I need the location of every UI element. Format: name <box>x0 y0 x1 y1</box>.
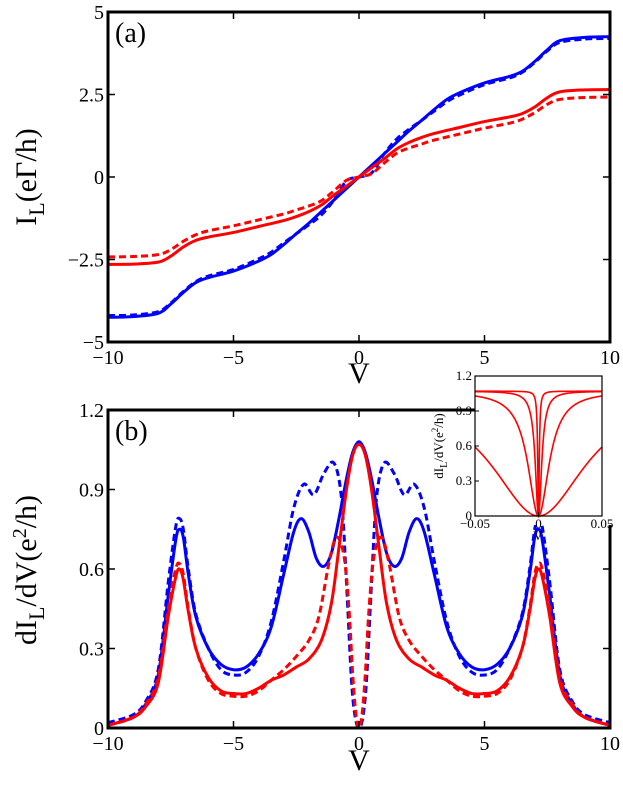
panel-a-ylabel-rest: (eΓ/h) <box>10 128 43 202</box>
inset-xlabel: V <box>533 528 543 543</box>
inset-ytick-label: 0 <box>466 508 473 523</box>
panel-b-ytick-label: 0.6 <box>79 559 104 581</box>
panel-a-ylabel: IL(eΓ/h) <box>10 128 49 225</box>
inset-ytick-label: 0.9 <box>456 403 472 418</box>
panel-a-ylabel-main: I <box>10 216 43 226</box>
panel-a-ytick-label: −2.5 <box>68 250 104 272</box>
panel-b-series <box>107 440 611 730</box>
panel-b-xtick-label: 5 <box>480 733 490 755</box>
inset-xtick-label: 0 <box>535 516 542 531</box>
panel-b-ylabel-tail: /h) <box>10 495 43 528</box>
panel-b-ytick-label: 0.3 <box>79 639 104 661</box>
panel-a-series-red-dashed <box>107 95 611 259</box>
panel-b-series-red-dashed <box>107 535 611 730</box>
panel-b-ylabel-rest: /dV(e <box>10 538 43 606</box>
panel-b-ytick-label: 0.9 <box>79 480 104 502</box>
panel-b-series-blue-dashed <box>107 460 611 730</box>
panel-a-xtick-label: 0 <box>354 347 364 369</box>
panel-b-xtick-label: −10 <box>92 733 123 755</box>
inset-ytick-label: 0.3 <box>456 473 472 488</box>
panel-b-label: (b) <box>115 416 148 447</box>
panel-b-xtick-label: 0 <box>354 733 364 755</box>
panel-a-ytick-label: 5 <box>94 2 104 24</box>
panel-a-ylabel-sub: L <box>24 202 49 215</box>
panel-b-ylabel-sub: L <box>24 607 49 620</box>
panel-b-ylabel-sup: 2 <box>9 528 31 538</box>
inset-ylabel-sub: L <box>439 462 450 468</box>
panel-a-xtick-label: 10 <box>600 347 620 369</box>
panel-a: −10 −5 0 5 10−5−2.502.55 (a) V IL(eΓ/h) <box>10 2 620 390</box>
panel-a-ytick-label: −5 <box>83 332 104 354</box>
inset-ylabel-tail: /h) <box>431 413 446 427</box>
panel-b-ytick-label: 0 <box>94 718 104 740</box>
inset-ytick-label: 1.2 <box>456 368 472 383</box>
panel-a-ticks: −10 −5 0 5 10−5−2.502.55 <box>68 2 620 369</box>
panel-a-xtick-label: 5 <box>480 347 490 369</box>
panel-b-ylabel-main: dI <box>10 620 43 645</box>
panel-a-xlabel: V <box>348 357 370 390</box>
inset-xtick-label: 0.05 <box>591 516 614 531</box>
inset-ylabel-main: dI <box>431 468 446 479</box>
panel-a-ytick-label: 0 <box>94 167 104 189</box>
inset-xtick-label: −0.05 <box>460 516 490 531</box>
panel-b-ylabel: dIL/dV(e2/h) <box>9 495 49 645</box>
panel-b-ticks: −10 −5 0 5 10 0 0.3 0.6 0.9 1.2 <box>79 400 620 755</box>
inset-ylabel-rest: /dV(e <box>431 432 446 462</box>
panel-a-series <box>107 35 611 319</box>
inset-ylabel-sup: 2 <box>430 428 440 433</box>
panel-b-ytick-label: 1.2 <box>79 400 104 422</box>
inset-ylabel: dIL/dV(e2/h) <box>430 413 450 479</box>
panel-a-ytick-label: 2.5 <box>79 85 104 107</box>
panel-a-xtick-label: −5 <box>223 347 244 369</box>
panel-b-xtick-label: 10 <box>600 733 620 755</box>
panel-a-label: (a) <box>115 18 146 49</box>
panel-a-xtick-label: −10 <box>92 347 123 369</box>
panel-b-xlabel: V <box>348 744 370 777</box>
inset-ytick-label: 0.6 <box>456 438 473 453</box>
panel-b-xtick-label: −5 <box>223 733 244 755</box>
